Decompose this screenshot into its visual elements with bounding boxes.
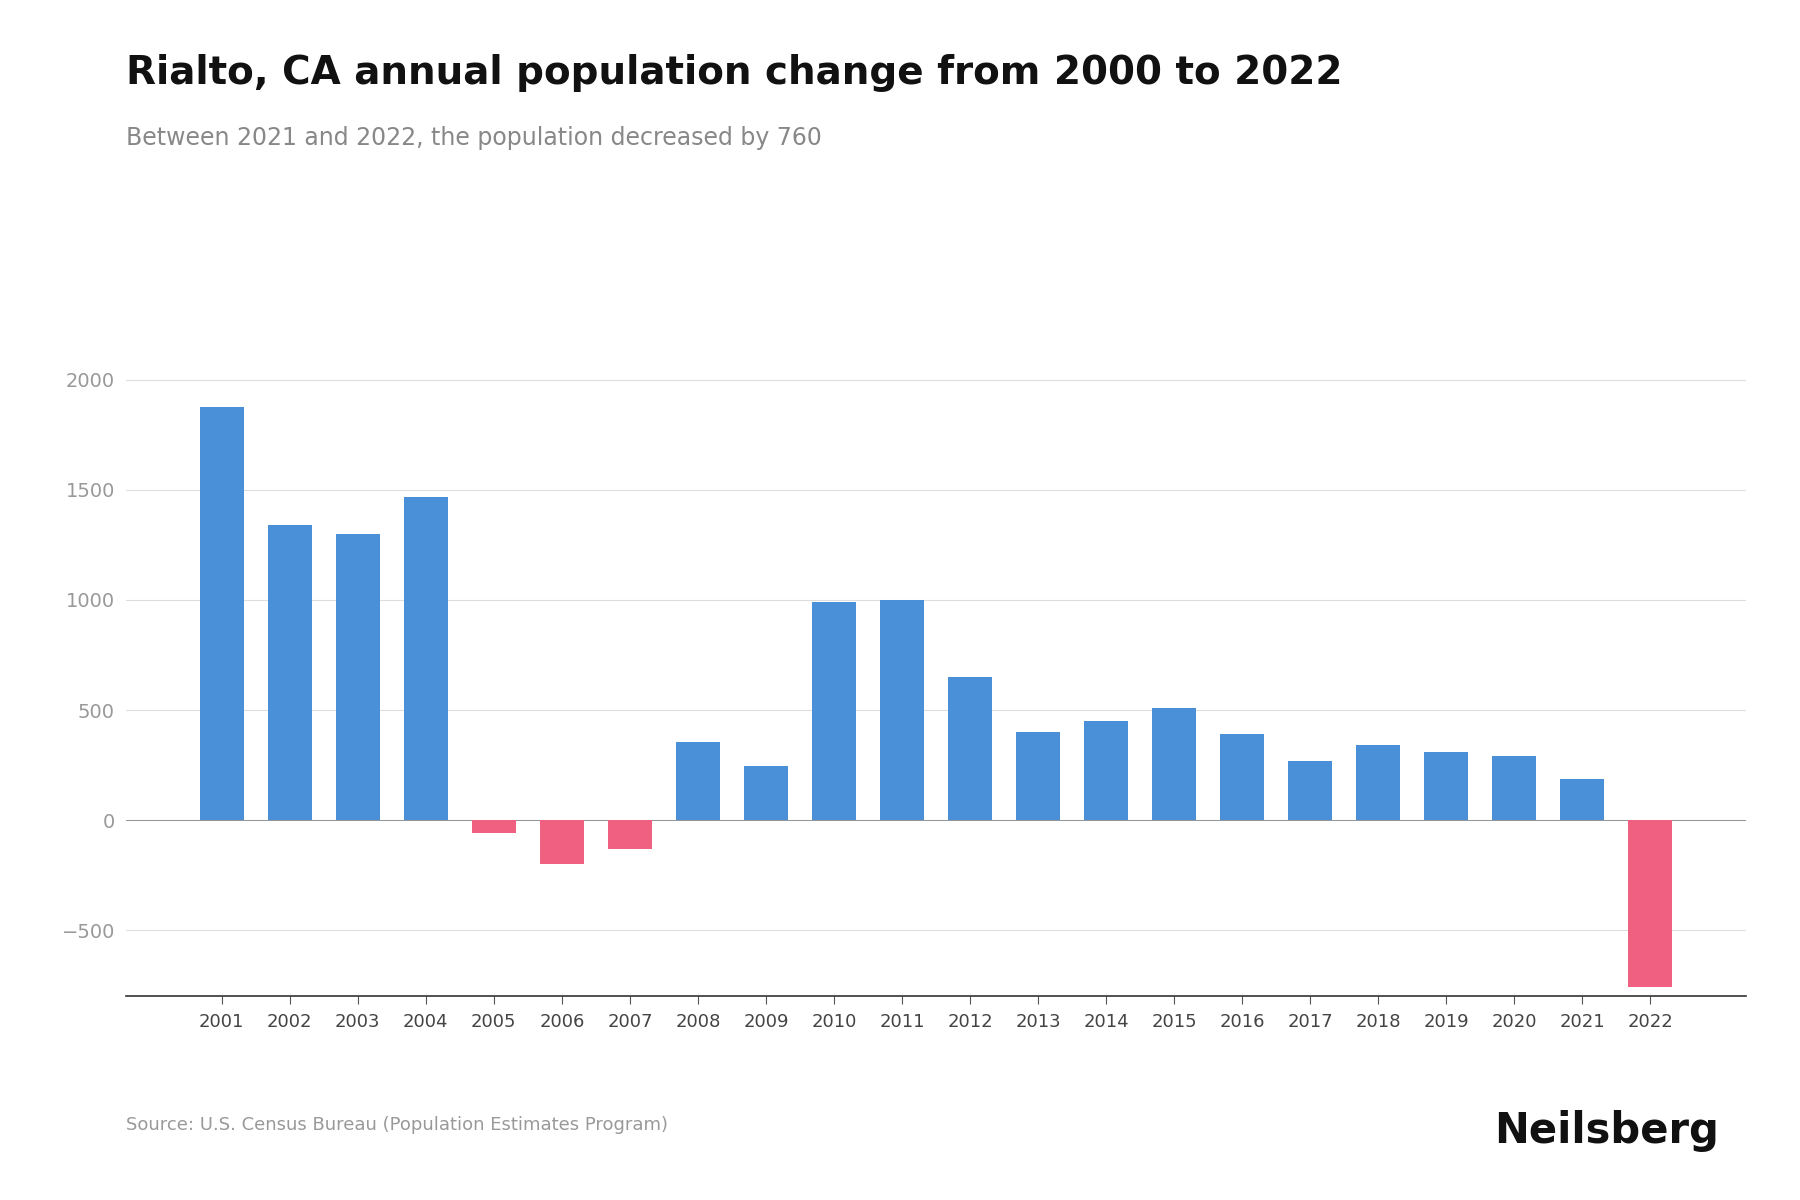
Bar	[812, 602, 857, 820]
Bar	[949, 677, 992, 820]
Bar	[743, 766, 788, 820]
Bar	[403, 497, 448, 820]
Bar	[1561, 779, 1604, 820]
Text: Rialto, CA annual population change from 2000 to 2022: Rialto, CA annual population change from…	[126, 54, 1343, 92]
Bar	[1289, 761, 1332, 820]
Text: Source: U.S. Census Bureau (Population Estimates Program): Source: U.S. Census Bureau (Population E…	[126, 1116, 668, 1134]
Bar	[472, 820, 517, 833]
Bar	[1084, 721, 1129, 820]
Bar	[675, 742, 720, 820]
Text: Between 2021 and 2022, the population decreased by 760: Between 2021 and 2022, the population de…	[126, 126, 823, 150]
Bar	[1424, 751, 1469, 820]
Bar	[200, 407, 243, 820]
Bar	[540, 820, 583, 864]
Bar	[1220, 734, 1264, 820]
Bar	[1629, 820, 1672, 988]
Bar	[880, 600, 923, 820]
Bar	[1355, 745, 1400, 820]
Bar	[335, 534, 380, 820]
Bar	[1492, 756, 1537, 820]
Bar	[1152, 708, 1197, 820]
Bar	[268, 526, 311, 820]
Bar	[608, 820, 652, 848]
Bar	[1015, 732, 1060, 820]
Text: Neilsberg: Neilsberg	[1494, 1110, 1719, 1152]
